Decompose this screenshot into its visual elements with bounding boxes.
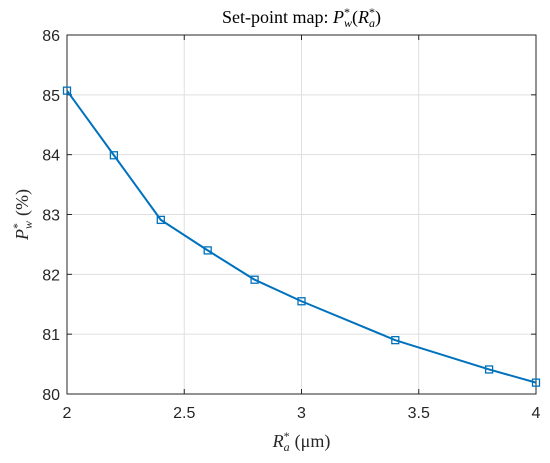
grid (66, 34, 537, 395)
data-point-marker (484, 365, 494, 374)
data-point-marker (156, 215, 165, 225)
y-tick-label: 83 (42, 208, 60, 225)
x-tick-label: 3.5 (408, 405, 430, 422)
series-group (62, 86, 541, 387)
chart-title: Set-point map: P* w(R* a) (222, 5, 381, 30)
data-point-marker (297, 297, 306, 306)
y-tick-label: 86 (42, 28, 60, 45)
y-tick-label: 84 (42, 148, 60, 165)
y-tick-label: 81 (42, 327, 60, 344)
axis-ticks: 2 2.5 3 3.5 4 80 81 82 83 84 85 86 (42, 28, 540, 422)
y-tick-label: 82 (42, 267, 60, 284)
y-tick-label: 85 (42, 88, 60, 105)
data-point-marker (391, 335, 400, 345)
series-line (66, 90, 537, 384)
y-tick-label: 80 (42, 387, 60, 404)
data-point-marker (203, 246, 212, 255)
y-axis-label: P*w(%) (10, 189, 35, 241)
x-tick-label: 2 (63, 405, 72, 422)
x-tick-label: 3 (297, 405, 306, 422)
x-axis-label: R* a (μm) (272, 429, 331, 454)
data-point-marker (109, 151, 119, 160)
data-point-marker (250, 275, 259, 284)
data-point-marker (531, 378, 541, 387)
x-tick-label: 2.5 (173, 405, 195, 422)
data-point-marker (62, 86, 72, 95)
x-tick-label: 4 (532, 405, 541, 422)
